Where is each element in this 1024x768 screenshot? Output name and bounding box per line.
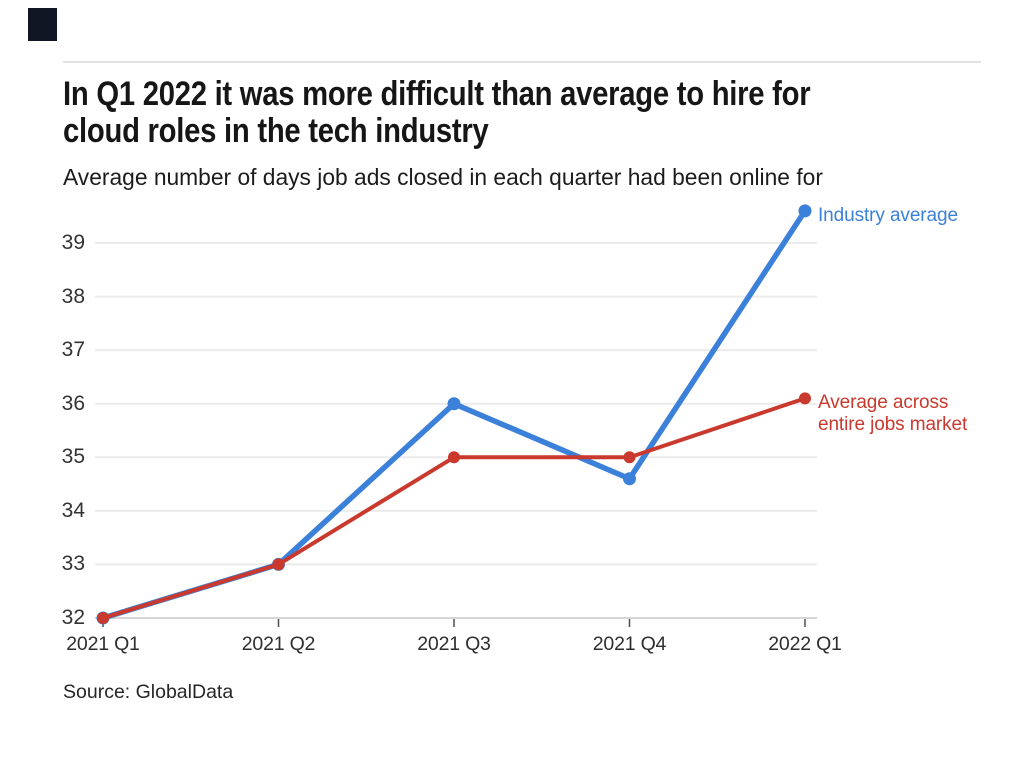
- series-dot: [447, 397, 461, 411]
- series-legend: Industry average: [818, 205, 958, 227]
- series-legend-line: entire jobs market: [818, 414, 968, 436]
- series-legend-line: Average across: [818, 392, 949, 414]
- y-axis-label: 38: [61, 284, 85, 308]
- y-axis-label: 39: [61, 231, 85, 254]
- source-attribution: Source: GlobalData: [63, 681, 234, 703]
- x-axis-label: 2021 Q3: [417, 633, 491, 655]
- series-legend-line: Industry average: [818, 204, 958, 226]
- page-title: In Q1 2022 it was more difficult than av…: [63, 76, 1009, 150]
- series-dot: [97, 612, 109, 624]
- page-subtitle: Average number of days job ads closed in…: [63, 164, 823, 190]
- top-divider-rule: [63, 61, 981, 63]
- series-dot: [272, 558, 285, 571]
- publisher-logo-square: [28, 8, 57, 41]
- y-axis-label: 36: [61, 391, 85, 415]
- x-axis-label: 2021 Q1: [66, 633, 140, 655]
- y-axis-label: 35: [61, 445, 85, 469]
- series-line: [101, 396, 807, 620]
- page-title-line1: In Q1 2022 it was more difficult than av…: [63, 75, 811, 113]
- series-dot: [448, 451, 460, 464]
- y-axis-label: 33: [61, 552, 85, 576]
- y-axis-label: 34: [61, 498, 85, 522]
- series-legend: Average across entire jobs market: [818, 392, 967, 436]
- page-title-line2: cloud roles in the tech industry: [63, 112, 489, 150]
- x-axis-label: 2022 Q1: [768, 633, 842, 655]
- y-axis-label: 32: [61, 606, 85, 629]
- y-axis-label: 37: [61, 338, 85, 362]
- series-line: [100, 208, 808, 621]
- x-axis-label: 2021 Q4: [592, 633, 667, 655]
- series-dot: [623, 472, 636, 486]
- series-dot: [799, 392, 811, 405]
- series-dot: [623, 451, 636, 464]
- x-axis-label: 2021 Q2: [241, 633, 316, 655]
- series-dot: [798, 204, 812, 218]
